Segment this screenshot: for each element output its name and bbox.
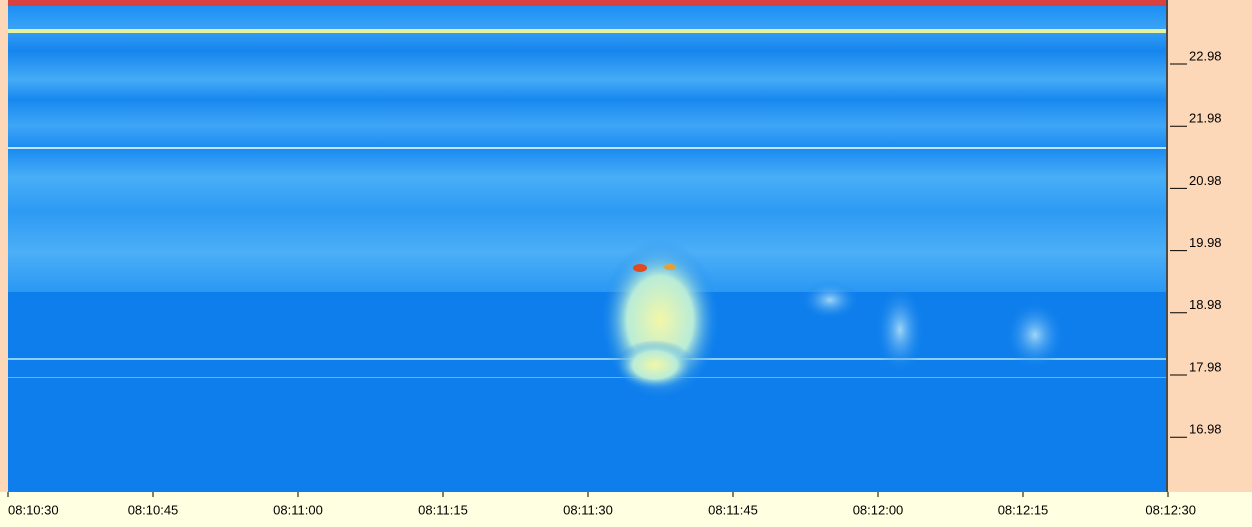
x-axis: 08:10:30 08:10:45 08:11:00 08:11:15 08:11:30… xyxy=(7,492,1196,517)
x-tick-label: 08:12:00 xyxy=(853,502,904,517)
x-tick-label: 08:10:45 xyxy=(128,502,179,517)
y-tick-label: 18.98 xyxy=(1189,297,1222,312)
y-tick-label: 20.98 xyxy=(1189,173,1222,188)
y-tick-label: 21.98 xyxy=(1189,111,1222,126)
y-axis: 22.98 21.98 20.98 19.98 18.98 17.98 16.98 xyxy=(1170,48,1222,438)
y-tick-label: 22.98 xyxy=(1189,48,1222,63)
y-tick-label: 19.98 xyxy=(1189,235,1222,250)
y-tick-label: 17.98 xyxy=(1189,359,1222,374)
x-tick-label: 08:12:30 xyxy=(1145,502,1196,517)
time-panel xyxy=(0,492,1252,527)
axis-line xyxy=(1166,0,1168,492)
x-tick-label: 08:11:15 xyxy=(418,502,468,517)
x-tick-label: 08:11:00 xyxy=(273,502,323,517)
x-tick-label: 08:11:30 xyxy=(563,502,613,517)
x-tick-label: 08:10:30 xyxy=(8,502,59,517)
x-tick-label: 08:12:15 xyxy=(998,502,1049,517)
axis-panel xyxy=(1168,0,1252,492)
y-tick-label: 16.98 xyxy=(1189,422,1222,437)
spectrogram xyxy=(8,0,1168,492)
left-edge xyxy=(0,0,8,492)
x-tick-label: 08:11:45 xyxy=(708,502,758,517)
